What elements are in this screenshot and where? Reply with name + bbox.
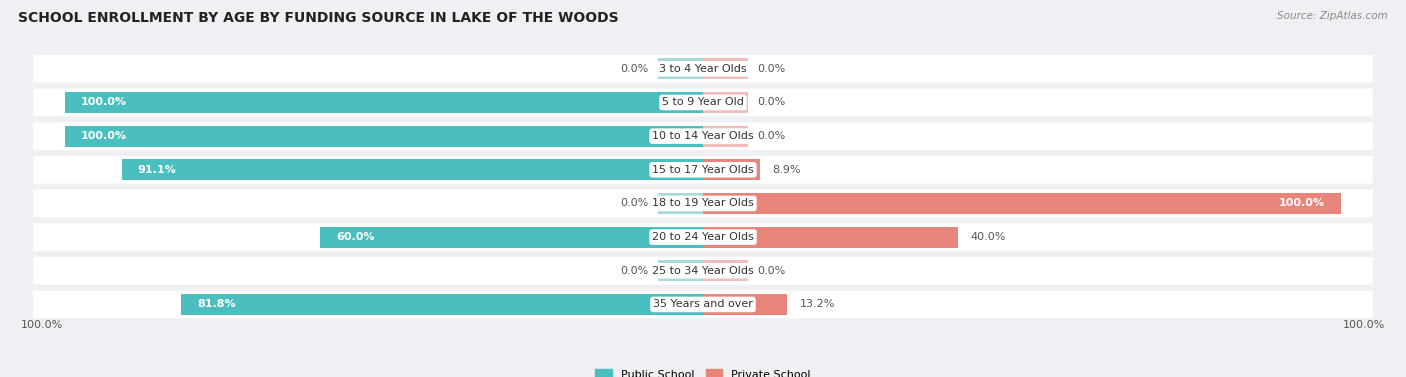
Text: 5 to 9 Year Old: 5 to 9 Year Old (662, 98, 744, 107)
Text: 100.0%: 100.0% (1343, 320, 1385, 330)
Text: 0.0%: 0.0% (758, 131, 786, 141)
Bar (65, 92, 703, 113)
Text: 10 to 14 Year Olds: 10 to 14 Year Olds (652, 131, 754, 141)
Legend: Public School, Private School: Public School, Private School (591, 365, 815, 377)
FancyBboxPatch shape (34, 291, 1372, 318)
FancyBboxPatch shape (34, 89, 1372, 116)
Bar (658, 193, 703, 214)
Text: 91.1%: 91.1% (138, 165, 177, 175)
FancyBboxPatch shape (34, 257, 1372, 285)
Bar (181, 294, 703, 315)
Bar (658, 261, 703, 281)
FancyBboxPatch shape (34, 55, 1372, 83)
Bar (321, 227, 703, 248)
Text: 40.0%: 40.0% (972, 232, 1007, 242)
Bar (122, 159, 703, 180)
Bar (703, 261, 748, 281)
Text: 3 to 4 Year Olds: 3 to 4 Year Olds (659, 64, 747, 74)
Text: 35 Years and over: 35 Years and over (652, 299, 754, 310)
FancyBboxPatch shape (34, 223, 1372, 251)
Text: 13.2%: 13.2% (800, 299, 835, 310)
Text: 0.0%: 0.0% (620, 198, 648, 208)
Bar (703, 294, 787, 315)
Bar (703, 126, 748, 147)
Text: 18 to 19 Year Olds: 18 to 19 Year Olds (652, 198, 754, 208)
Text: 0.0%: 0.0% (758, 98, 786, 107)
Bar (703, 193, 1341, 214)
Bar (658, 58, 703, 79)
Text: 60.0%: 60.0% (336, 232, 375, 242)
Text: Source: ZipAtlas.com: Source: ZipAtlas.com (1277, 11, 1388, 21)
Text: 0.0%: 0.0% (758, 266, 786, 276)
Text: 81.8%: 81.8% (197, 299, 236, 310)
Bar (65, 126, 703, 147)
Bar (703, 159, 759, 180)
Text: 15 to 17 Year Olds: 15 to 17 Year Olds (652, 165, 754, 175)
Text: 0.0%: 0.0% (758, 64, 786, 74)
FancyBboxPatch shape (34, 190, 1372, 217)
Text: 0.0%: 0.0% (620, 266, 648, 276)
Bar (703, 58, 748, 79)
Text: 100.0%: 100.0% (21, 320, 63, 330)
Text: 100.0%: 100.0% (1279, 198, 1324, 208)
Text: 100.0%: 100.0% (82, 131, 127, 141)
Text: 25 to 34 Year Olds: 25 to 34 Year Olds (652, 266, 754, 276)
Bar (703, 92, 748, 113)
Bar (703, 227, 957, 248)
Text: 100.0%: 100.0% (82, 98, 127, 107)
FancyBboxPatch shape (34, 156, 1372, 184)
Text: SCHOOL ENROLLMENT BY AGE BY FUNDING SOURCE IN LAKE OF THE WOODS: SCHOOL ENROLLMENT BY AGE BY FUNDING SOUR… (18, 11, 619, 25)
Text: 20 to 24 Year Olds: 20 to 24 Year Olds (652, 232, 754, 242)
Text: 0.0%: 0.0% (620, 64, 648, 74)
FancyBboxPatch shape (34, 122, 1372, 150)
Text: 8.9%: 8.9% (772, 165, 801, 175)
